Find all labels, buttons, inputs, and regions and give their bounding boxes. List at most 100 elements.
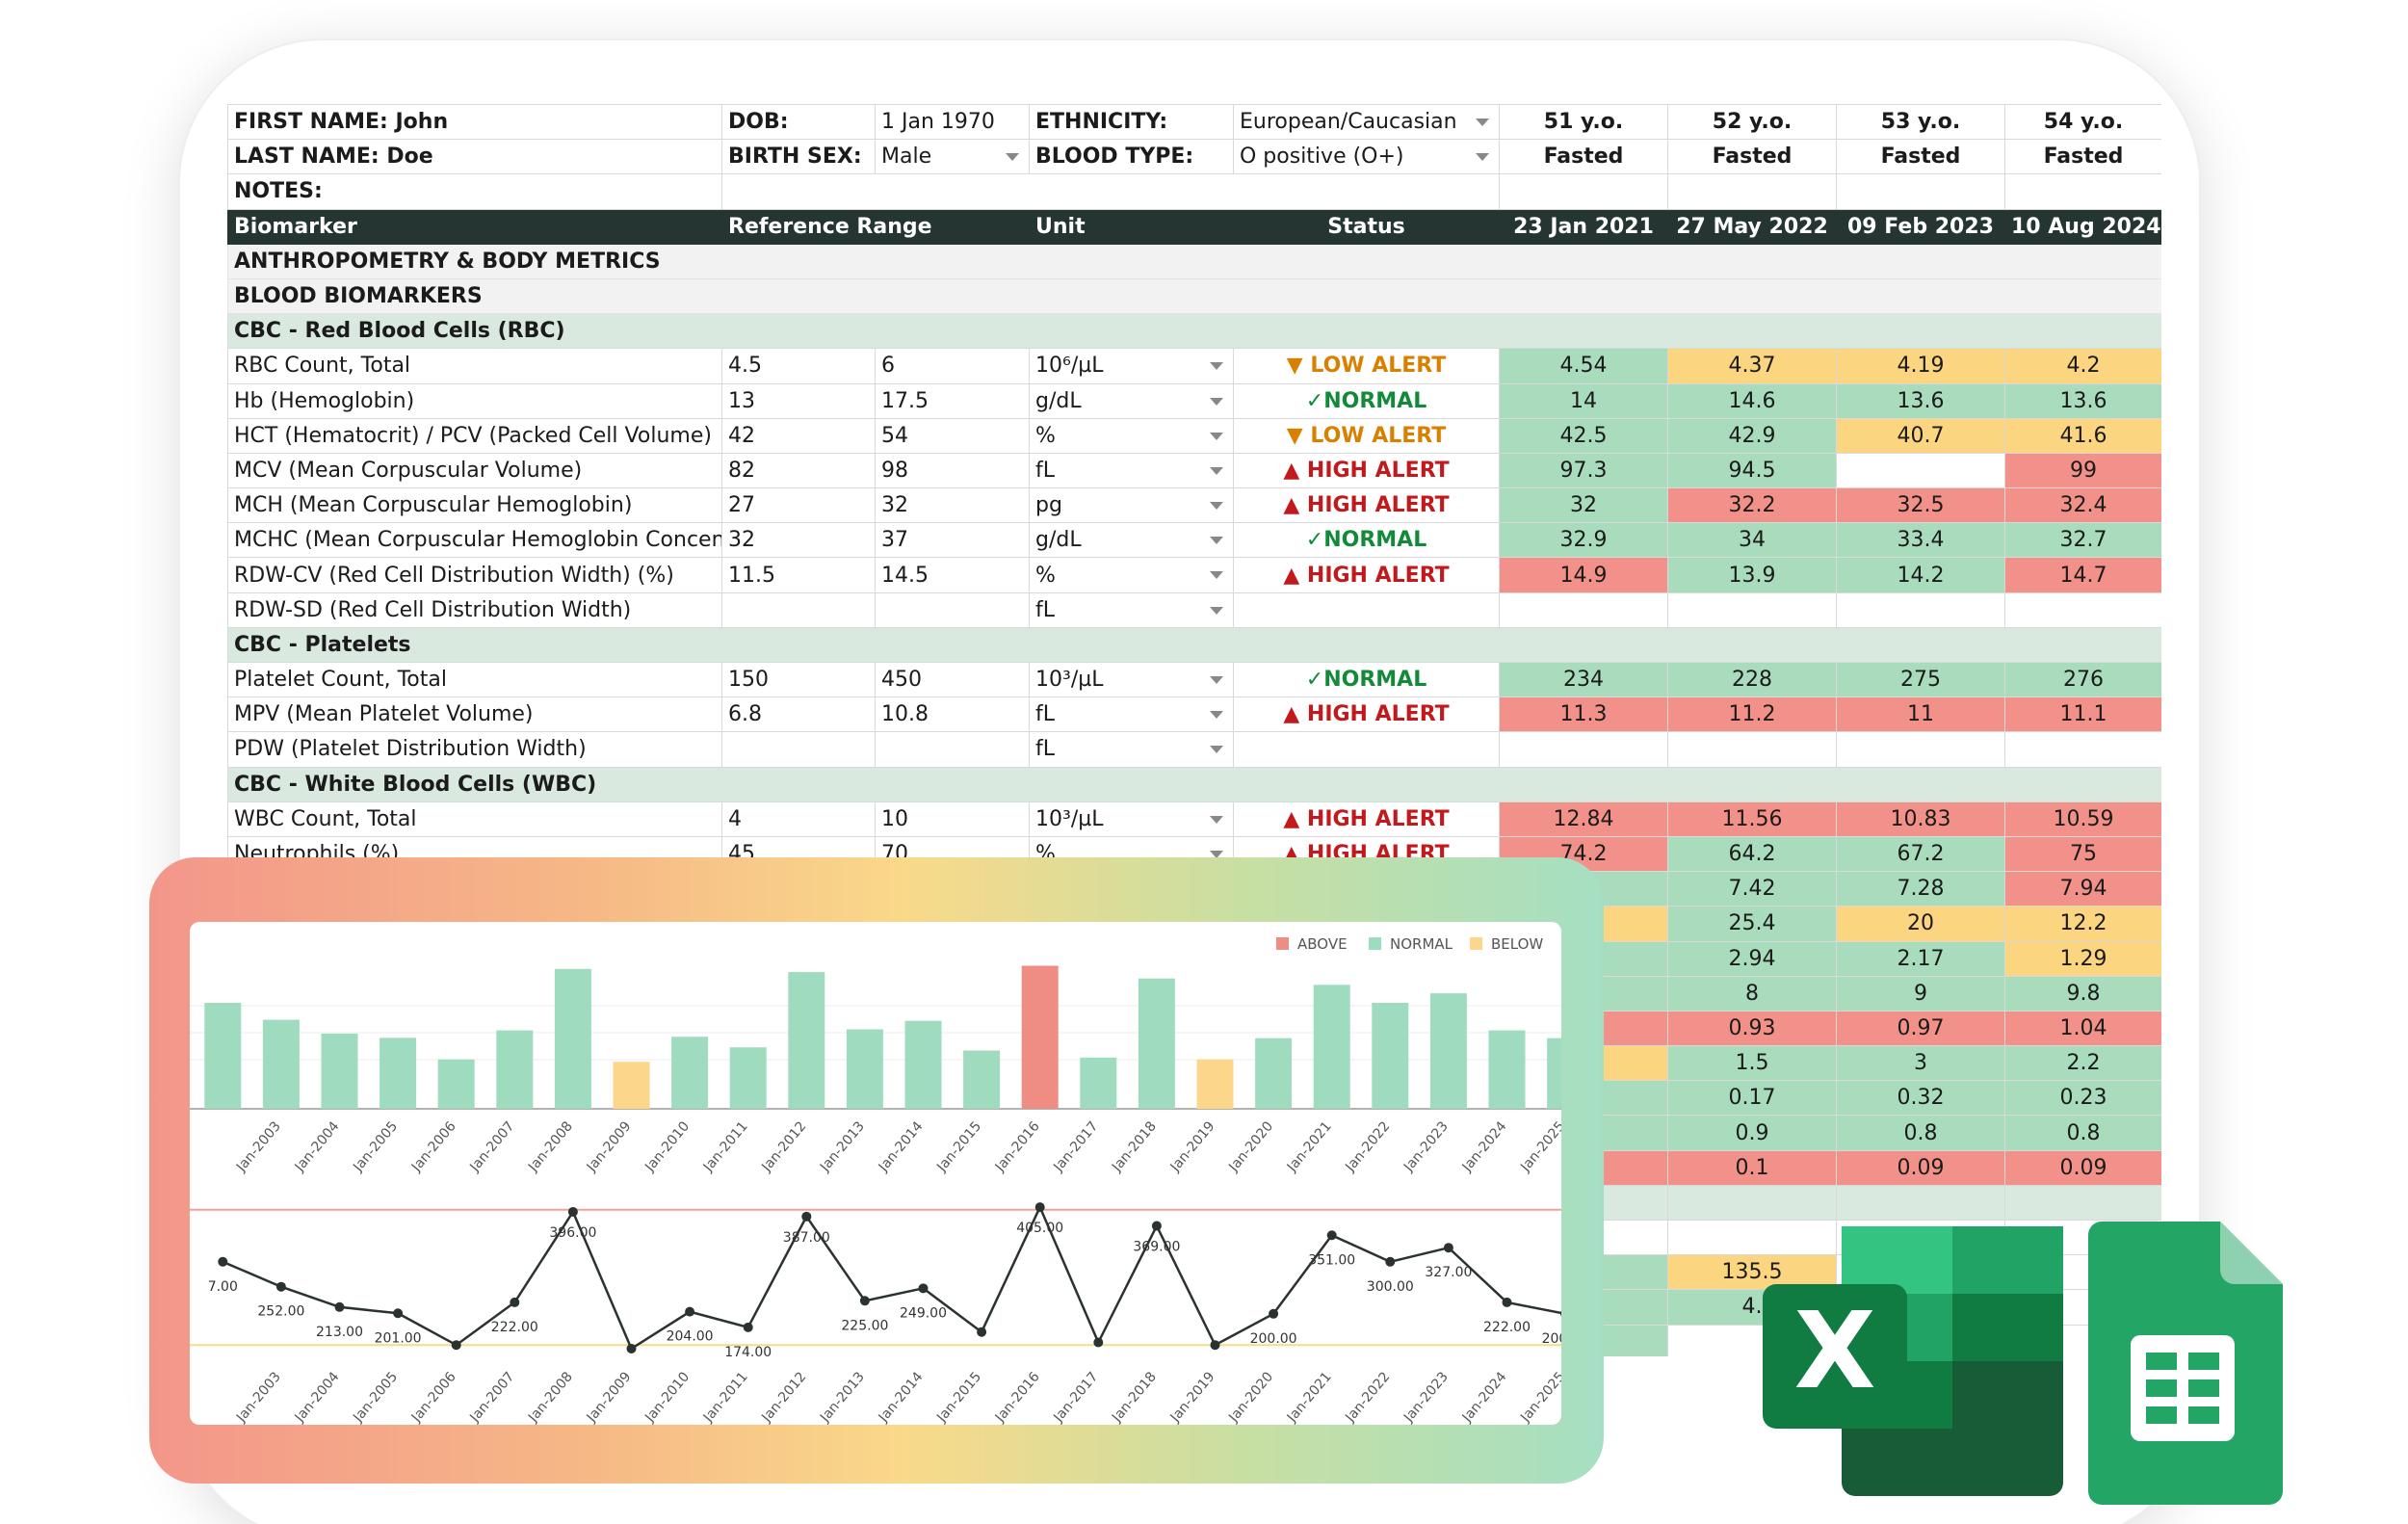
value-cell[interactable]: 0.09 [1836, 1149, 2005, 1186]
ref-high[interactable]: 10.8 [875, 696, 1030, 733]
ethnicity-dropdown[interactable]: European/Caucasian [1233, 104, 1500, 141]
value-cell[interactable]: 275 [1836, 661, 2005, 698]
value-cell[interactable]: 0.23 [2004, 1080, 2161, 1117]
chevron-down-icon[interactable] [1210, 711, 1223, 720]
chevron-down-icon[interactable] [1210, 815, 1223, 824]
value-cell[interactable]: 2.17 [1836, 940, 2005, 977]
ref-high[interactable]: 98 [875, 452, 1030, 489]
unit-dropdown[interactable]: g/dL [1029, 522, 1234, 559]
value-cell[interactable]: 20 [1836, 906, 2005, 942]
value-cell[interactable]: 135.5 [1667, 1254, 1837, 1291]
value-cell[interactable]: 14.9 [1499, 557, 1668, 593]
chevron-down-icon[interactable] [1210, 746, 1223, 754]
value-cell[interactable]: 97.3 [1499, 452, 1668, 489]
value-cell[interactable]: 0.9 [1667, 1115, 1837, 1151]
fasting-4[interactable]: Fasted [2004, 139, 2161, 175]
value-cell[interactable]: 25.4 [1667, 906, 1837, 942]
value-cell[interactable]: 33.4 [1836, 522, 2005, 559]
ref-high[interactable] [875, 591, 1030, 628]
value-cell[interactable]: 94.5 [1667, 452, 1837, 489]
chevron-down-icon[interactable] [1210, 502, 1223, 511]
unit-dropdown[interactable]: fL [1029, 731, 1234, 768]
ref-low[interactable] [721, 591, 876, 628]
ref-high[interactable]: 450 [875, 661, 1030, 698]
ref-high[interactable]: 10 [875, 801, 1030, 837]
biomarker-name[interactable]: HCT (Hematocrit) / PCV (Packed Cell Volu… [227, 417, 722, 454]
value-cell[interactable]: 3 [1836, 1045, 2005, 1082]
value-cell[interactable]: 32.9 [1499, 522, 1668, 559]
sex-dropdown[interactable]: Male [875, 139, 1030, 175]
biomarker-name[interactable]: MCHC (Mean Corpuscular Hemoglobin Concen… [227, 522, 722, 559]
biomarker-name[interactable]: Hb (Hemoglobin) [227, 382, 722, 419]
ref-low[interactable]: 4 [721, 801, 876, 837]
value-cell[interactable]: 32.2 [1667, 487, 1837, 524]
ref-low[interactable]: 32 [721, 522, 876, 559]
value-cell[interactable]: 32.5 [1836, 487, 2005, 524]
value-cell[interactable]: 1.5 [1667, 1045, 1837, 1082]
value-cell[interactable]: 10.59 [2004, 801, 2161, 837]
ref-low[interactable]: 11.5 [721, 557, 876, 593]
ref-high[interactable]: 54 [875, 417, 1030, 454]
ref-high[interactable]: 14.5 [875, 557, 1030, 593]
unit-dropdown[interactable]: g/dL [1029, 382, 1234, 419]
unit-dropdown[interactable]: 10³/µL [1029, 661, 1234, 698]
value-cell[interactable]: 0.8 [2004, 1115, 2161, 1151]
value-cell[interactable]: 10.83 [1836, 801, 2005, 837]
value-cell[interactable]: 34 [1667, 522, 1837, 559]
ref-low[interactable]: 82 [721, 452, 876, 489]
last-name-cell[interactable]: LAST NAME: Doe [227, 139, 722, 175]
value-cell[interactable]: 67.2 [1836, 835, 2005, 873]
value-cell[interactable]: 2.94 [1667, 940, 1837, 977]
value-cell[interactable]: 32.7 [2004, 522, 2161, 559]
value-cell[interactable] [1836, 731, 2005, 768]
ref-low[interactable]: 6.8 [721, 696, 876, 733]
value-cell[interactable] [1499, 591, 1668, 628]
blood-type-dropdown[interactable]: O positive (O+) [1233, 139, 1500, 175]
biomarker-name[interactable]: RBC Count, Total [227, 348, 722, 384]
unit-dropdown[interactable]: pg [1029, 487, 1234, 524]
value-cell[interactable]: 13.9 [1667, 557, 1837, 593]
value-cell[interactable]: 13.6 [1836, 382, 2005, 419]
unit-dropdown[interactable]: 10⁶/µL [1029, 348, 1234, 384]
value-cell[interactable] [1499, 731, 1668, 768]
value-cell[interactable]: 276 [2004, 661, 2161, 698]
value-cell[interactable]: 4.54 [1499, 348, 1668, 384]
first-name-cell[interactable]: FIRST NAME: John [227, 104, 722, 141]
value-cell[interactable]: 0.97 [1836, 1010, 2005, 1047]
value-cell[interactable]: 0.09 [2004, 1149, 2161, 1186]
biomarker-name[interactable]: MCH (Mean Corpuscular Hemoglobin) [227, 487, 722, 524]
value-cell[interactable] [1667, 731, 1837, 768]
value-cell[interactable] [1667, 591, 1837, 628]
chevron-down-icon[interactable] [1476, 118, 1489, 126]
fasting-3[interactable]: Fasted [1836, 139, 2005, 175]
value-cell[interactable]: 42.9 [1667, 417, 1837, 454]
notes-input[interactable] [721, 173, 1500, 210]
value-cell[interactable]: 2.2 [2004, 1045, 2161, 1082]
chevron-down-icon[interactable] [1210, 571, 1223, 580]
fasting-1[interactable]: Fasted [1499, 139, 1668, 175]
biomarker-name[interactable]: Platelet Count, Total [227, 661, 722, 698]
value-cell[interactable]: 0.32 [1836, 1080, 2005, 1117]
value-cell[interactable]: 11.56 [1667, 801, 1837, 837]
value-cell[interactable]: 13.6 [2004, 382, 2161, 419]
fasting-2[interactable]: Fasted [1667, 139, 1837, 175]
value-cell[interactable]: 14.2 [1836, 557, 2005, 593]
unit-dropdown[interactable]: % [1029, 417, 1234, 454]
value-cell[interactable]: 11.3 [1499, 696, 1668, 733]
value-cell[interactable]: 228 [1667, 661, 1837, 698]
value-cell[interactable] [2004, 1184, 2161, 1222]
value-cell[interactable]: 42.5 [1499, 417, 1668, 454]
unit-dropdown[interactable]: fL [1029, 591, 1234, 628]
dob-value[interactable]: 1 Jan 1970 [875, 104, 1030, 141]
value-cell[interactable]: 7.28 [1836, 871, 2005, 907]
value-cell[interactable] [1836, 452, 2005, 489]
ref-low[interactable]: 42 [721, 417, 876, 454]
chevron-down-icon[interactable] [1210, 466, 1223, 475]
ref-high[interactable]: 6 [875, 348, 1030, 384]
value-cell[interactable] [2004, 731, 2161, 768]
value-cell[interactable] [2004, 591, 2161, 628]
value-cell[interactable]: 11.2 [1667, 696, 1837, 733]
chevron-down-icon[interactable] [1210, 850, 1223, 858]
ref-low[interactable] [721, 731, 876, 768]
value-cell[interactable]: 11 [1836, 696, 2005, 733]
